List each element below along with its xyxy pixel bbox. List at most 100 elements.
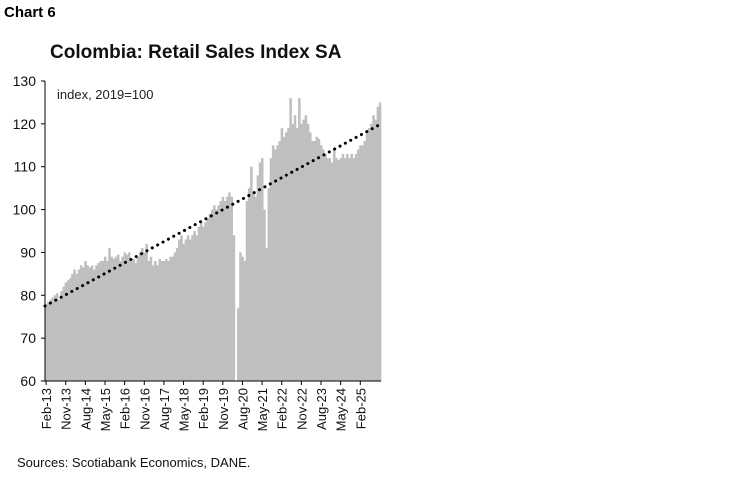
bar [376,106,380,382]
bar [136,256,140,381]
x-tick-label: Feb-25 [353,388,368,429]
bar [285,132,288,381]
bar [62,286,65,381]
bar [313,141,316,381]
bar [156,265,159,381]
bar [274,149,277,381]
bar [160,261,164,381]
bar [175,248,179,381]
bar [247,188,251,381]
bar [186,235,190,381]
y-tick-label: 60 [20,373,36,389]
bar [86,265,89,381]
bar [171,256,175,381]
bar [154,261,157,381]
bar [47,301,50,381]
bar [215,209,218,381]
bar [359,145,362,381]
bar [228,192,231,381]
x-tick-label: Aug-14 [78,388,93,430]
y-tick-label: 120 [13,116,37,132]
bar [213,205,216,381]
bar [282,136,286,381]
bar [53,295,57,381]
bar [204,222,207,381]
bar [93,269,96,381]
bar [374,119,377,381]
bar [123,252,127,381]
bar [298,98,301,381]
y-tick-label: 80 [20,287,36,303]
x-tick-label: May-21 [255,388,270,431]
bar [119,261,122,381]
x-tick-label: Aug-23 [314,388,329,430]
bar [110,256,113,381]
bar [267,188,271,381]
bar [269,158,273,381]
bar [195,235,199,381]
bar [206,218,209,381]
y-tick-label: 100 [13,202,37,218]
bar [378,102,382,382]
bar [280,128,284,381]
bar [223,201,227,381]
bar [143,252,146,381]
bar [106,261,109,381]
bar [71,273,74,381]
bar [189,239,192,381]
x-tick-label: Nov-22 [294,388,309,430]
bar [333,149,336,381]
bar [117,254,120,381]
bar [287,128,290,381]
bar [352,158,356,381]
y-tick-label: 70 [20,330,36,346]
bar [302,119,305,381]
bar [210,209,214,381]
bar [64,282,68,381]
bars-group [45,98,382,382]
bar [300,123,303,382]
x-tick-label: Feb-16 [118,388,133,429]
bar [363,141,367,381]
bar [149,256,153,381]
bar [127,252,131,381]
bar [158,258,161,381]
bar [151,265,155,381]
bar [322,149,325,381]
bar [245,201,249,381]
bar [326,158,329,381]
bar [169,256,172,381]
bar [97,263,100,381]
bar [343,158,347,381]
bar [263,209,266,381]
bar [341,153,345,381]
x-tick-label: Aug-20 [236,388,251,430]
bar [134,263,137,381]
source-note: Sources: Scotiabank Economics, DANE. [17,455,251,470]
bar [141,248,144,381]
x-tick-label: Feb-13 [39,388,54,429]
bar [180,235,183,381]
bar [232,235,236,381]
x-tick-label: Nov-19 [216,388,231,430]
bar [60,291,63,381]
bar [365,132,369,381]
bar [289,98,292,381]
bar [130,261,133,381]
bar [361,145,364,381]
bar [291,123,295,382]
bar [250,166,253,381]
trend-line [43,122,383,308]
x-tick-label: Feb-22 [275,388,290,429]
bar [178,239,181,381]
bar [276,145,279,381]
bar [357,149,360,381]
x-tick-label: May-24 [334,388,349,431]
bar [219,201,223,381]
bar [339,158,343,381]
bar [309,132,312,381]
bar [101,261,105,381]
bar [324,153,327,381]
bar [82,267,85,381]
